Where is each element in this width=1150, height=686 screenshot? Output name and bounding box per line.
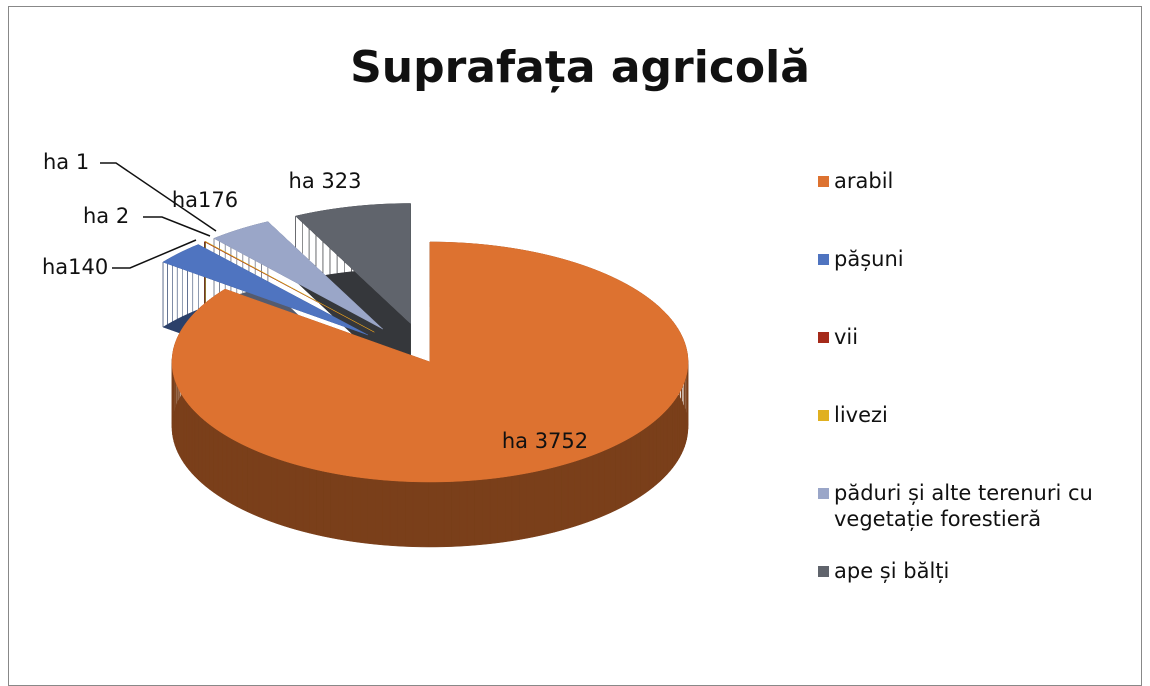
leader-line (143, 216, 211, 237)
legend-swatch (818, 332, 829, 343)
slice (213, 221, 384, 330)
legend-label: ape și bălți (834, 559, 950, 583)
legend-item: pășuni (818, 246, 1118, 272)
legend-swatch (818, 566, 829, 577)
slice (204, 241, 375, 333)
legend-swatch (818, 488, 829, 499)
legend-label: arabil (834, 169, 894, 193)
legend-item: vii (818, 324, 1118, 350)
data-label: ha140 (42, 255, 108, 279)
legend-item: păduri și alte terenuri cu vegetație for… (818, 480, 1118, 532)
slice-tops (162, 203, 689, 483)
data-label: ha 323 (289, 169, 362, 193)
legend-swatch (818, 254, 829, 265)
data-label: ha 3752 (502, 429, 588, 453)
slice (162, 244, 369, 336)
legend-item: arabil (818, 168, 1118, 194)
legend-swatch (818, 410, 829, 421)
slice (171, 241, 689, 483)
legend-label: vii (834, 325, 859, 349)
legend-label: pășuni (834, 247, 904, 271)
data-label: ha 2 (83, 204, 129, 228)
legend-label: livezi (834, 403, 888, 427)
leader-line (100, 162, 217, 232)
slice (295, 203, 411, 325)
legend-item: livezi (818, 402, 1118, 428)
legend-item: ape și bălți (818, 558, 1118, 584)
legend-swatch (818, 176, 829, 187)
data-label: ha 1 (43, 150, 89, 174)
leader-line (112, 239, 197, 269)
data-label: ha176 (172, 188, 238, 212)
legend-label: păduri și alte terenuri cu vegetație for… (834, 481, 1093, 531)
chart-title: Suprafața agricolă (350, 42, 810, 93)
